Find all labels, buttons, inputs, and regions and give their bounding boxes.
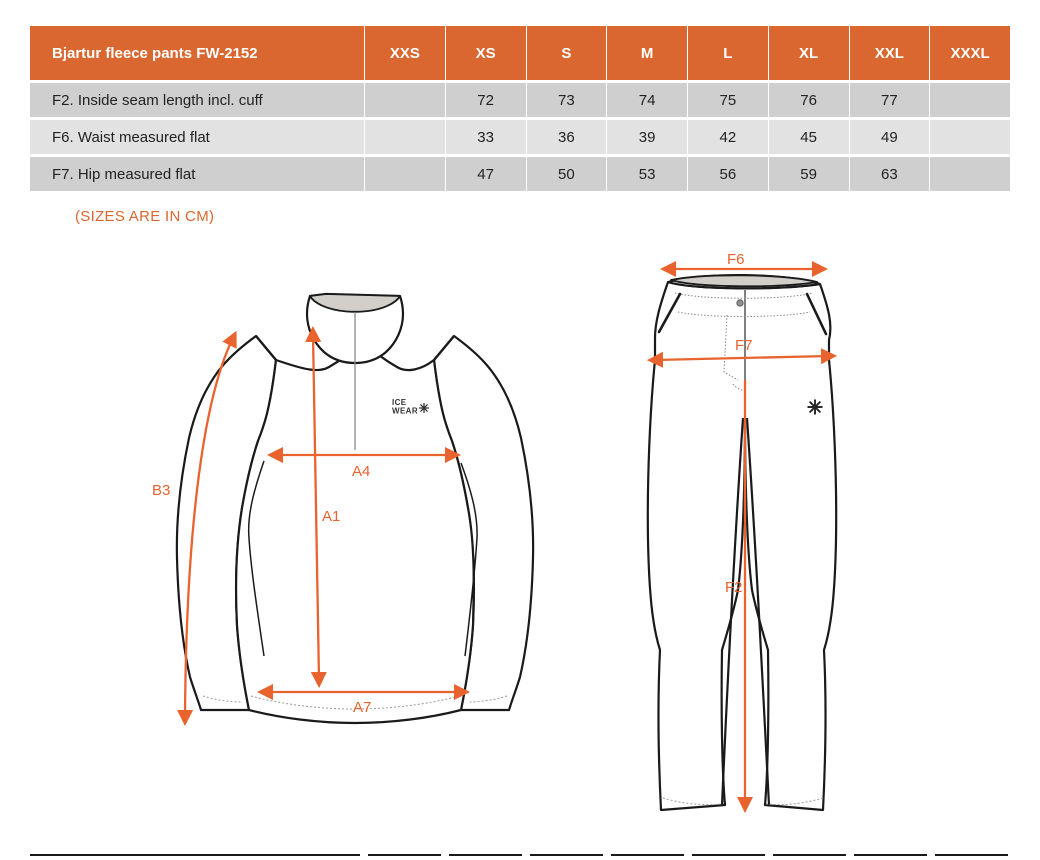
svg-text:F2: F2 (725, 579, 743, 596)
svg-text:B3: B3 (152, 482, 170, 499)
svg-text:A7: A7 (353, 699, 371, 716)
svg-text:WEAR: WEAR (392, 407, 418, 416)
svg-text:F7: F7 (735, 337, 753, 354)
svg-text:A4: A4 (352, 463, 370, 480)
svg-text:A1: A1 (322, 508, 340, 525)
svg-text:F6: F6 (727, 251, 745, 268)
